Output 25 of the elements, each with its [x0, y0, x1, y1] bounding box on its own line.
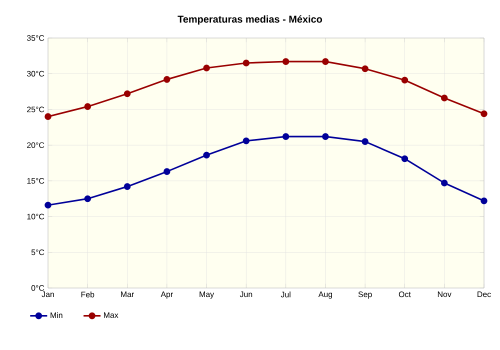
point — [322, 133, 329, 140]
point — [480, 197, 488, 204]
point — [282, 58, 290, 65]
point — [44, 202, 52, 209]
chart-title: Temperaturas medias - México — [178, 15, 322, 25]
point — [362, 65, 368, 72]
point — [322, 58, 329, 65]
point — [84, 103, 92, 110]
point — [203, 64, 210, 72]
point — [84, 195, 92, 202]
point — [401, 155, 408, 162]
point — [124, 183, 131, 190]
point — [164, 168, 170, 175]
point — [282, 133, 290, 140]
point — [480, 110, 488, 118]
point — [440, 180, 448, 186]
point — [242, 60, 250, 66]
point — [44, 113, 52, 120]
point — [203, 152, 210, 159]
point — [242, 137, 250, 144]
point — [440, 94, 448, 102]
point — [362, 138, 368, 145]
point — [401, 76, 408, 84]
point — [124, 90, 131, 98]
point — [164, 76, 170, 83]
